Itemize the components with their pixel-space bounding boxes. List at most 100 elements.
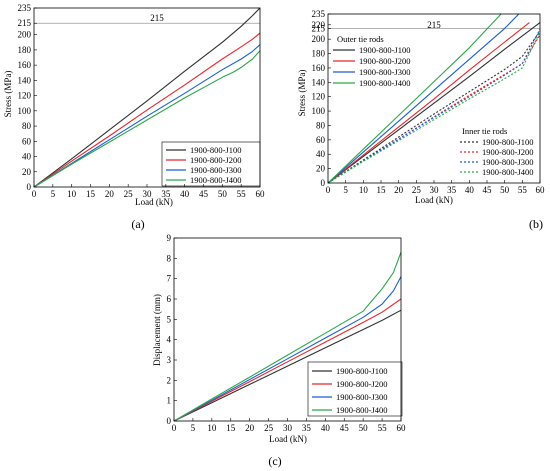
chart-b-xtick-label: 55 [518, 185, 528, 195]
chart-b-xtick-label: 10 [359, 185, 369, 195]
chart-b-ytick-label: 140 [312, 77, 326, 87]
chart-b-ytick-label: 0 [321, 178, 326, 188]
chart-b-series-line [327, 13, 502, 184]
chart-b-legend-label: 1900-800-J200 [482, 147, 533, 157]
chart-c-series-line [173, 252, 402, 422]
chart-c-ytick-label: 7 [167, 274, 172, 284]
chart-c-xtick-label: 0 [172, 423, 177, 433]
chart-a-xtick-label: 5 [51, 189, 56, 199]
chart-c-xlabel: Load (kN) [269, 434, 307, 444]
chart-a-ytick-label: 40 [22, 152, 32, 162]
chart-a-legend-label: 1900-800-J200 [190, 155, 241, 165]
chart-b-ytick-label: 20 [316, 164, 326, 174]
chart-b-ytick-label: 180 [312, 49, 326, 59]
chart-b-ytick-label: 160 [312, 63, 326, 73]
chart-b-xtick-label: 30 [430, 185, 440, 195]
chart-b-xtick-label: 60 [536, 185, 546, 195]
chart-a-ytick-label: 80 [22, 121, 32, 131]
chart-a-ytick-label: 180 [18, 45, 32, 55]
chart-a-ytick-label: 60 [22, 136, 32, 146]
chart-b-legend-label: 1900-800-J400 [482, 167, 533, 177]
chart-c-xtick-label: 30 [283, 423, 293, 433]
chart-a-ytick-label: 140 [18, 75, 32, 85]
chart-c-xtick-label: 60 [397, 423, 407, 433]
chart-a-ytick-label: 20 [22, 167, 32, 177]
chart-b-xtick-label: 35 [447, 185, 457, 195]
chart-b-caption: (b) [529, 217, 543, 231]
chart-a-caption: (a) [131, 217, 144, 231]
chart-c-xtick-label: 50 [359, 423, 369, 433]
chart-b-ylabel: Stress (MPa) [297, 70, 307, 117]
chart-a-xtick-label: 20 [105, 189, 115, 199]
chart-a-series-line [33, 32, 261, 188]
chart-b-ytick-label: 235 [312, 9, 326, 19]
chart-a-ytick-label: 160 [18, 60, 32, 70]
chart-b-xtick-label: 5 [343, 185, 348, 195]
chart-c-legend: 1900-800-J100 1900-800-J200 1900-800-J30… [307, 361, 403, 417]
chart-a-legend-label: 1900-800-J400 [190, 175, 241, 185]
chart-b-series-line [327, 22, 530, 184]
chart-c-ylabel: Displacement (mm) [152, 294, 162, 366]
chart-b-legend-outer-title: Outer tie rods [337, 34, 384, 44]
chart-c-ytick-label: 6 [167, 294, 172, 304]
chart-b-xlabel: Load (kN) [415, 195, 453, 205]
chart-b-ytick-label: 220 [312, 20, 326, 30]
chart-a-xtick-label: 10 [67, 189, 77, 199]
chart-b-xtick-label: 25 [412, 185, 422, 195]
chart-a-xtick-label: 35 [161, 189, 171, 199]
chart-a-xtick-label: 60 [256, 189, 266, 199]
chart-a-xtick-label: 55 [237, 189, 247, 199]
chart-a-xtick-label: 0 [32, 189, 37, 199]
chart-a-ytick-label: 235 [18, 3, 32, 13]
chart-a-xlabel: Load (kN) [135, 197, 173, 207]
chart-c-xtick-label: 55 [378, 423, 388, 433]
chart-b-reference-label: 215 [427, 20, 441, 30]
chart-b-ytick-label: 60 [316, 135, 326, 145]
chart-b: Stress (MPa) Load (kN) (b) 215 Outer tie… [297, 9, 545, 231]
chart-a-legend-label: 1900-800-J100 [190, 145, 241, 155]
chart-c-xtick-label: 5 [191, 423, 196, 433]
chart-b-series-line [327, 22, 541, 184]
chart-a-xtick-label: 15 [86, 189, 96, 199]
chart-b-legend-outer: Outer tie rods 1900-800-J100 1900-800-J2… [333, 34, 410, 88]
chart-c-ytick-label: 0 [167, 416, 172, 426]
chart-c-xtick-label: 25 [264, 423, 274, 433]
chart-c-legend-label: 1900-800-J200 [336, 379, 387, 389]
chart-c-series-line [173, 309, 402, 422]
chart-a-series-line [33, 7, 261, 188]
chart-b-xtick-label: 15 [377, 185, 387, 195]
chart-b-legend-label: 1900-800-J100 [482, 137, 533, 147]
chart-b-legend-label: 1900-800-J300 [359, 67, 410, 77]
chart-c-xtick-label: 15 [226, 423, 236, 433]
chart-c-legend-label: 1900-800-J100 [336, 366, 387, 376]
chart-a-ylabel: Stress (MPa) [3, 71, 13, 118]
chart-a-legend-box [161, 141, 261, 187]
chart-b-xtick-label: 20 [394, 185, 404, 195]
chart-a: Stress (MPa) Load (kN) (a) 215 1900-800-… [3, 3, 265, 231]
chart-a-xtick-label: 25 [124, 189, 134, 199]
chart-b-ytick-label: 80 [316, 120, 326, 130]
chart-c-ytick-label: 1 [167, 396, 172, 406]
chart-b-legend-label: 1900-800-J400 [359, 78, 410, 88]
chart-c-ytick-label: 3 [167, 355, 172, 365]
chart-a-series-line [33, 50, 261, 188]
chart-b-ytick-label: 200 [312, 34, 326, 44]
chart-a-xtick-label: 40 [180, 189, 190, 199]
chart-c-ytick-label: 5 [167, 314, 172, 324]
chart-c-xtick-label: 10 [207, 423, 217, 433]
chart-a-ytick-label: 120 [18, 91, 32, 101]
chart-c-xtick-label: 45 [340, 423, 350, 433]
chart-b-xtick-label: 45 [483, 185, 493, 195]
chart-c-ytick-label: 8 [167, 253, 172, 263]
chart-b-xtick-label: 0 [326, 185, 331, 195]
chart-b-series-line [327, 30, 541, 184]
chart-c-series-line [173, 298, 402, 422]
chart-a-ytick-label: 0 [27, 182, 32, 192]
chart-b-xtick-label: 50 [500, 185, 510, 195]
chart-b-ytick-label: 40 [316, 149, 326, 159]
chart-a-xtick-label: 30 [143, 189, 153, 199]
chart-b-series-line [327, 13, 520, 184]
chart-b-legend-label: 1900-800-J100 [359, 45, 410, 55]
chart-c-legend-label: 1900-800-J300 [336, 392, 387, 402]
